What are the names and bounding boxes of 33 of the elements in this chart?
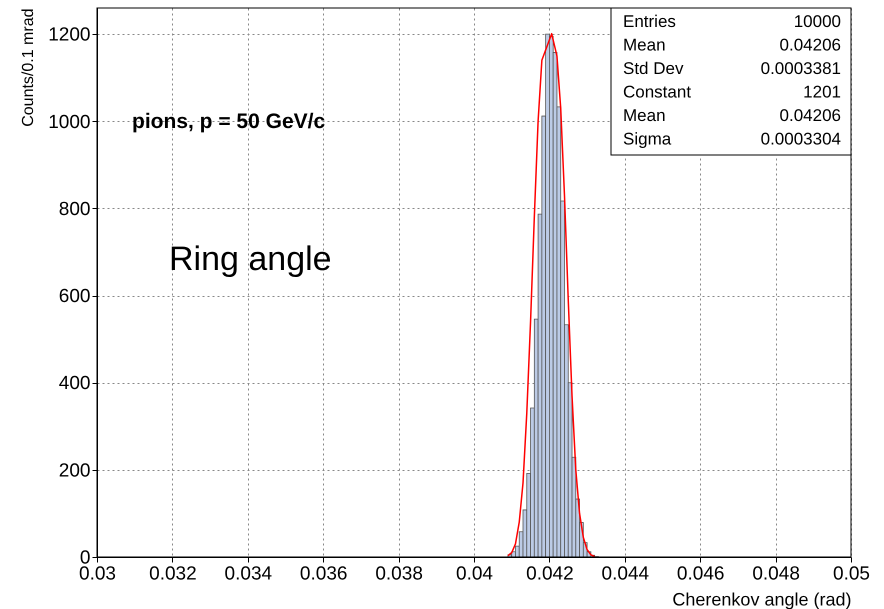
annotation: Ring angle [169, 240, 332, 278]
annotation: 0.0003304 [760, 130, 841, 148]
y-axis-title: Counts/0.1 mrad [20, 8, 38, 127]
x-tick-label: 0.034 [224, 564, 273, 584]
x-tick-label: 0.044 [602, 564, 650, 584]
x-tick-label: 0.04 [456, 564, 494, 584]
x-tick-label: 0.038 [375, 564, 423, 584]
annotation: 0.04206 [780, 36, 841, 54]
annotation: pions, p = 50 GeV/c [132, 110, 326, 133]
annotation: 0.0003381 [760, 59, 841, 78]
annotation: Mean [623, 106, 666, 125]
annotation: Std Dev [623, 59, 684, 78]
x-tick-label: 0.03 [79, 564, 116, 584]
annotation: Entries [623, 12, 676, 31]
annotation: 10000 [794, 12, 841, 31]
x-tick-label: 0.05 [833, 564, 870, 584]
y-tick-label: 200 [58, 460, 90, 482]
x-tick-label: 0.048 [752, 564, 800, 584]
annotation: 0.04206 [780, 106, 841, 125]
annotation: Constant [623, 82, 692, 102]
x-tick-label: 0.032 [149, 564, 197, 584]
annotation: Sigma [623, 130, 672, 148]
x-tick-label: 0.036 [300, 564, 348, 584]
y-tick-label: 1000 [48, 112, 90, 133]
x-tick-label: 0.046 [676, 564, 724, 584]
y-tick-label: 400 [58, 373, 90, 394]
x-tick-label: 0.042 [526, 564, 574, 584]
annotation: 1201 [803, 82, 841, 102]
y-tick-label: 1200 [48, 24, 90, 46]
annotation: Mean [623, 36, 666, 54]
y-tick-label: 600 [58, 286, 90, 308]
x-axis-title: Cherenkov angle (rad) [672, 590, 852, 609]
y-tick-label: 800 [58, 198, 90, 220]
